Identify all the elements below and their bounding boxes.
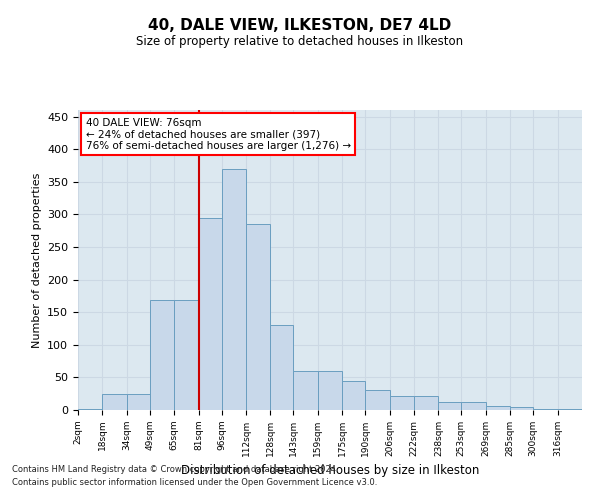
Bar <box>127 394 150 410</box>
Bar <box>271 325 293 410</box>
X-axis label: Distribution of detached houses by size in Ilkeston: Distribution of detached houses by size … <box>181 464 479 477</box>
Bar <box>439 402 461 410</box>
Bar <box>510 406 533 410</box>
Bar <box>365 390 389 410</box>
Bar <box>246 224 271 410</box>
Bar <box>199 218 221 410</box>
Text: Contains public sector information licensed under the Open Government Licence v3: Contains public sector information licen… <box>12 478 377 487</box>
Bar <box>78 408 103 410</box>
Text: Size of property relative to detached houses in Ilkeston: Size of property relative to detached ho… <box>136 35 464 48</box>
Bar <box>486 406 510 410</box>
Bar <box>293 371 318 410</box>
Text: Contains HM Land Registry data © Crown copyright and database right 2024.: Contains HM Land Registry data © Crown c… <box>12 466 338 474</box>
Bar <box>221 168 246 410</box>
Bar <box>150 300 174 410</box>
Bar <box>318 371 342 410</box>
Bar <box>414 396 439 410</box>
Bar <box>103 394 127 410</box>
Text: 40, DALE VIEW, ILKESTON, DE7 4LD: 40, DALE VIEW, ILKESTON, DE7 4LD <box>148 18 452 32</box>
Bar <box>342 380 365 410</box>
Bar <box>533 408 557 410</box>
Bar <box>461 402 486 410</box>
Bar <box>174 300 199 410</box>
Bar <box>389 396 414 410</box>
Y-axis label: Number of detached properties: Number of detached properties <box>32 172 41 348</box>
Text: 40 DALE VIEW: 76sqm
← 24% of detached houses are smaller (397)
76% of semi-detac: 40 DALE VIEW: 76sqm ← 24% of detached ho… <box>86 118 350 150</box>
